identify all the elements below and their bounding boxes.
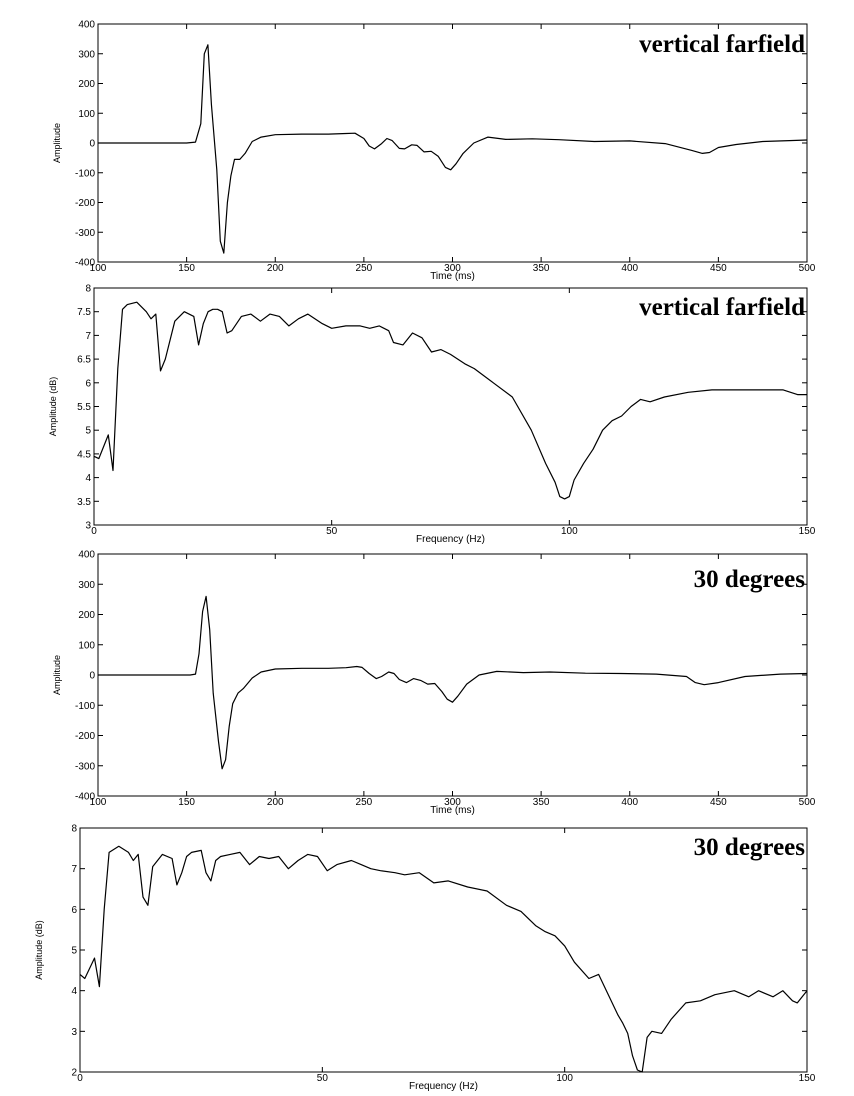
y-tick-label: -400 — [75, 258, 95, 269]
x-tick-label: 300 — [444, 797, 461, 808]
y-tick-label: 3 — [71, 1027, 77, 1038]
y-axis-label: Amplitude — [52, 655, 62, 695]
x-axis-label: Time (ms) — [430, 805, 475, 816]
y-tick-label: 300 — [78, 49, 95, 60]
x-axis-label: Frequency (Hz) — [416, 534, 485, 545]
y-tick-label: 3 — [85, 521, 91, 532]
plot-frame — [93, 287, 808, 526]
y-tick-label: 3.5 — [77, 497, 91, 508]
series-line — [98, 44, 808, 254]
y-tick-label: 5.5 — [77, 402, 91, 413]
chart-panel-2: 3 3.5 4 4.5 5 5.5 6 6.5 7 7.5 8 0 50 100 150 Frequency … — [48, 284, 816, 546]
y-tick-label: 0 — [89, 139, 95, 150]
y-tick-label: -100 — [75, 168, 95, 179]
y-axis-label: Amplitude (dB) — [48, 377, 58, 437]
x-tick-label: 100 — [556, 1073, 573, 1084]
y-tick-label: 4 — [85, 473, 91, 484]
x-tick-label: 200 — [267, 263, 284, 274]
y-tick-label: 8 — [71, 824, 77, 835]
y-axis-label: Amplitude (dB) — [34, 920, 44, 980]
series-line — [98, 595, 808, 770]
y-tick-label: -400 — [75, 792, 95, 803]
y-tick-label: 200 — [78, 79, 95, 90]
x-tick-label: 100 — [90, 263, 107, 274]
y-tick-label: 7 — [85, 331, 91, 342]
y-tick-label: 4 — [71, 986, 77, 997]
chart-panel-4: 2 3 4 5 6 7 8 0 50 100 150 Frequency (Hz) Amplitude … — [34, 824, 816, 1093]
chart-panel-1: -400 -300 -200 -100 0 100 200 300 400 100 150 200 25… — [52, 20, 816, 283]
x-axis-label: Frequency (Hz) — [409, 1081, 478, 1092]
x-tick-label: 400 — [621, 797, 638, 808]
y-tick-label: 100 — [78, 640, 95, 651]
y-tick-label: 6 — [71, 905, 77, 916]
x-tick-label: 100 — [561, 526, 578, 537]
x-tick-label: 450 — [710, 263, 727, 274]
x-tick-label: 50 — [326, 526, 338, 537]
x-tick-label: 250 — [356, 263, 373, 274]
x-tick-label: 150 — [799, 1073, 816, 1084]
y-tick-label: 5 — [71, 946, 77, 957]
x-tick-label: 350 — [533, 797, 550, 808]
chart-title: 30 degrees — [694, 834, 806, 861]
chart-title: vertical farfield — [639, 294, 805, 321]
y-tick-label: 2 — [71, 1068, 77, 1079]
y-tick-label: 0 — [89, 671, 95, 682]
y-tick-label: 100 — [78, 109, 95, 120]
y-tick-label: 400 — [78, 20, 95, 31]
y-tick-label: 200 — [78, 610, 95, 621]
x-tick-label: 400 — [621, 263, 638, 274]
x-tick-label: 150 — [178, 263, 195, 274]
x-tick-label: 0 — [91, 526, 97, 537]
y-tick-label: 7 — [71, 864, 77, 875]
x-tick-label: 250 — [356, 797, 373, 808]
y-tick-label: 6.5 — [77, 355, 91, 366]
chart-panel-3: -400 -300 -200 -100 0 100 200 300 400 100 150 200 25… — [52, 550, 816, 817]
x-tick-label: 350 — [533, 263, 550, 274]
y-tick-label: -100 — [75, 701, 95, 712]
y-tick-label: -300 — [75, 228, 95, 239]
x-tick-label: 450 — [710, 797, 727, 808]
y-tick-label: -200 — [75, 198, 95, 209]
x-tick-label: 0 — [77, 1073, 83, 1084]
chart-title: 30 degrees — [694, 566, 806, 593]
chart-title: vertical farfield — [639, 31, 805, 58]
x-tick-label: 150 — [799, 526, 816, 537]
y-tick-label: 300 — [78, 580, 95, 591]
y-tick-label: 7.5 — [77, 307, 91, 318]
y-tick-label: 5 — [85, 426, 91, 437]
y-tick-label: 400 — [78, 550, 95, 561]
y-axis-label: Amplitude — [52, 123, 62, 163]
x-tick-label: 150 — [178, 797, 195, 808]
y-tick-label: 8 — [85, 284, 91, 295]
x-tick-label: 50 — [317, 1073, 329, 1084]
x-tick-label: 500 — [799, 797, 816, 808]
y-tick-label: 4.5 — [77, 449, 91, 460]
y-tick-label: -200 — [75, 731, 95, 742]
y-tick-label: 6 — [85, 378, 91, 389]
y-tick-label: -300 — [75, 761, 95, 772]
x-tick-label: 300 — [444, 263, 461, 274]
series-line — [79, 845, 808, 1073]
series-line — [93, 301, 807, 500]
x-tick-label: 200 — [267, 797, 284, 808]
plot-frame — [79, 827, 808, 1073]
x-tick-label: 100 — [90, 797, 107, 808]
x-tick-label: 500 — [799, 263, 816, 274]
x-axis-label: Time (ms) — [430, 271, 475, 282]
